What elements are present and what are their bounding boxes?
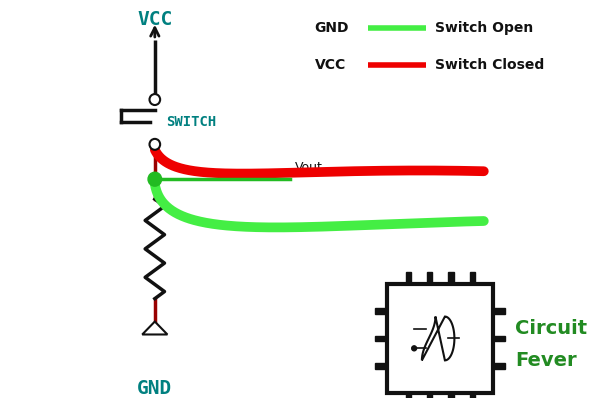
Bar [493, 363, 505, 368]
Bar [448, 393, 454, 400]
Circle shape [412, 346, 416, 351]
Bar [470, 272, 475, 284]
Text: SWITCH: SWITCH [166, 115, 217, 129]
Polygon shape [422, 316, 454, 360]
Bar [427, 393, 432, 400]
Text: Circuit: Circuit [515, 319, 587, 338]
Text: GND: GND [137, 379, 172, 398]
Text: Switch Closed: Switch Closed [436, 58, 545, 72]
Text: VCC: VCC [137, 10, 172, 30]
Bar [493, 308, 505, 314]
Bar [376, 336, 387, 341]
Text: Vout: Vout [295, 161, 323, 174]
Text: GND: GND [314, 21, 349, 35]
Bar [470, 393, 475, 400]
Bar [376, 363, 387, 368]
Bar [406, 272, 411, 284]
Bar [376, 308, 387, 314]
Polygon shape [142, 322, 167, 334]
Bar [427, 272, 432, 284]
Text: VCC: VCC [314, 58, 346, 72]
Circle shape [149, 139, 160, 150]
Text: Fever: Fever [515, 351, 577, 370]
Bar [448, 272, 454, 284]
FancyBboxPatch shape [387, 284, 493, 393]
Circle shape [149, 94, 160, 105]
Bar [406, 393, 411, 400]
Text: Switch Open: Switch Open [436, 21, 533, 35]
Circle shape [148, 172, 161, 186]
Bar [493, 336, 505, 341]
